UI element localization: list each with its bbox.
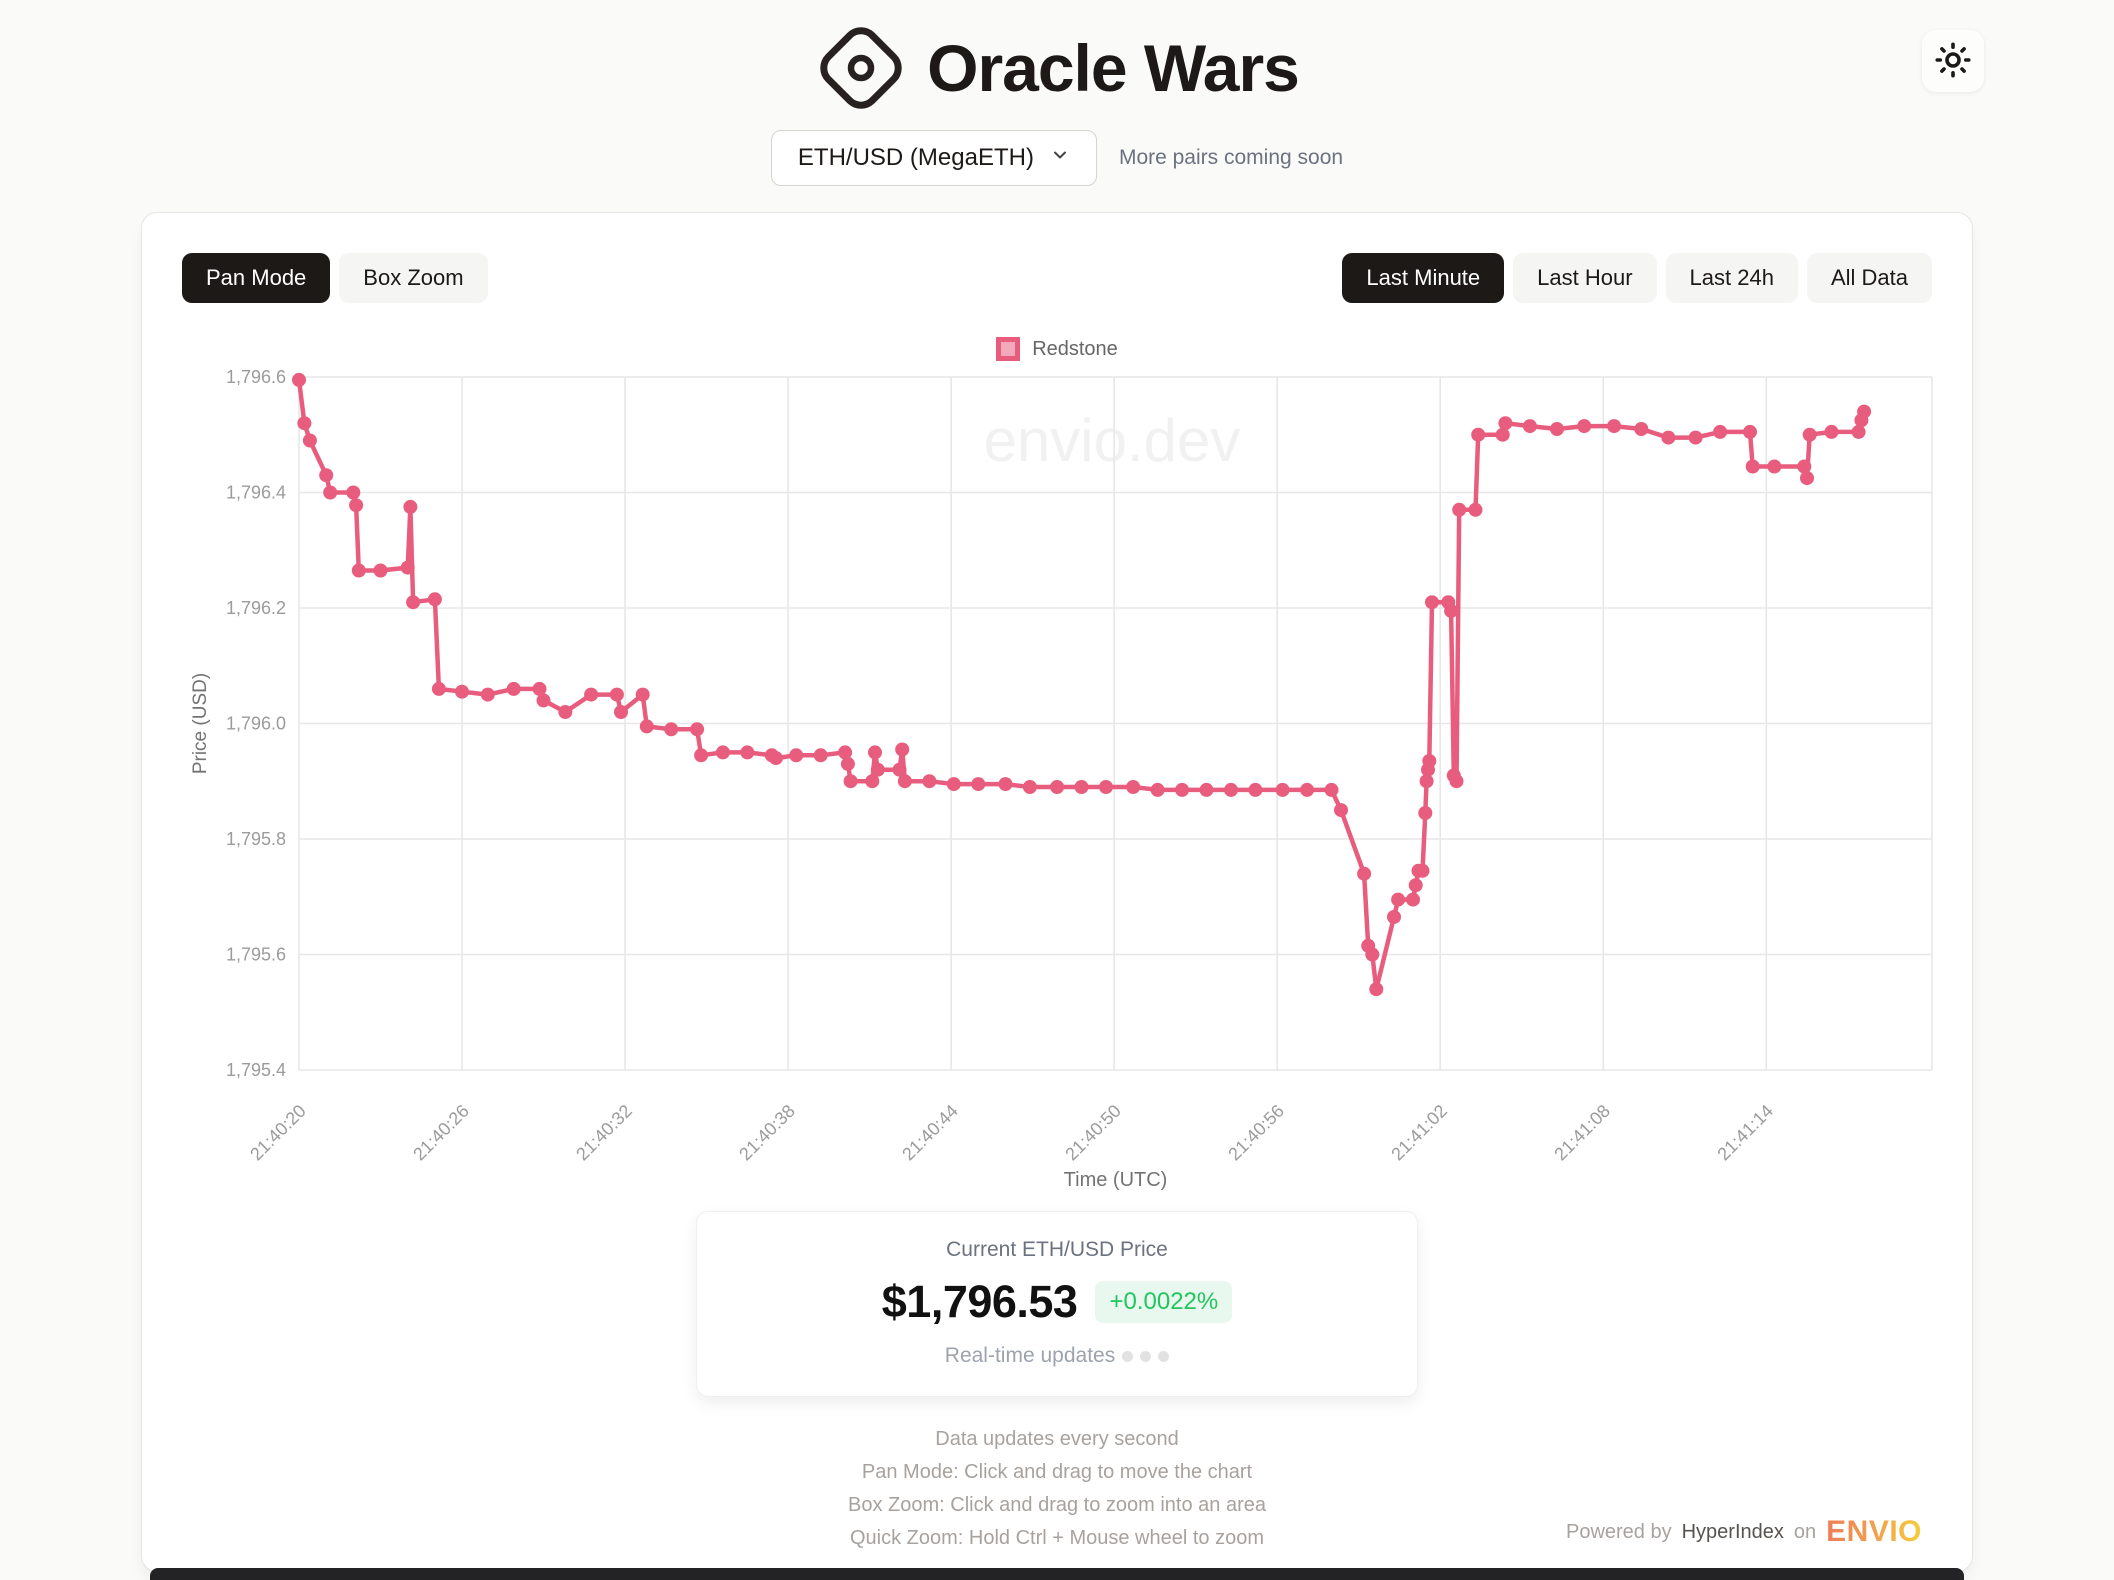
svg-text:1,795.4: 1,795.4 (226, 1060, 286, 1080)
hyperindex-link[interactable]: HyperIndex (1681, 1520, 1784, 1543)
svg-text:Price (USD): Price (USD) (190, 673, 211, 774)
legend-label: Redstone (1032, 337, 1118, 360)
chevron-down-icon (1050, 144, 1070, 172)
pan-mode-button[interactable]: Pan Mode (182, 253, 331, 303)
sun-icon (1935, 41, 1971, 81)
svg-text:21:40:32: 21:40:32 (572, 1101, 636, 1165)
price-change-badge: +0.0022% (1095, 1281, 1233, 1323)
status-dot (1122, 1350, 1134, 1362)
powered-by: Powered by HyperIndex on ENVIO (1566, 1515, 1922, 1549)
chart-toolbar: Pan Mode Box Zoom Last Minute Last Hour … (182, 253, 1932, 303)
svg-text:21:40:44: 21:40:44 (898, 1101, 962, 1165)
hint-quick-zoom: Quick Zoom: Hold Ctrl + Mouse wheel to z… (849, 1527, 1265, 1549)
range-last-24h-button[interactable]: Last 24h (1665, 253, 1798, 303)
theme-toggle-button[interactable] (1922, 30, 1984, 92)
realtime-status: Real-time updates (717, 1344, 1397, 1368)
range-all-data-button[interactable]: All Data (1806, 253, 1932, 303)
box-zoom-button[interactable]: Box Zoom (339, 253, 488, 303)
svg-text:21:40:20: 21:40:20 (246, 1101, 310, 1165)
range-last-hour-button[interactable]: Last Hour (1513, 253, 1657, 303)
bottom-bar (150, 1568, 1964, 1580)
legend-swatch-icon (996, 337, 1021, 361)
svg-text:1,796.0: 1,796.0 (226, 714, 286, 734)
svg-text:Time (UTC): Time (UTC) (1064, 1169, 1168, 1191)
svg-text:21:40:50: 21:40:50 (1061, 1101, 1125, 1165)
svg-text:21:41:08: 21:41:08 (1550, 1101, 1614, 1165)
page-title: Oracle Wars (927, 31, 1300, 105)
hint-box-zoom: Box Zoom: Click and drag to zoom into an… (848, 1494, 1266, 1516)
oracle-wars-logo-icon (815, 22, 907, 114)
pair-note: More pairs coming soon (1118, 146, 1344, 169)
svg-text:1,796.6: 1,796.6 (226, 367, 286, 387)
usage-hints: Data updates every second Pan Mode: Clic… (182, 1423, 1932, 1555)
status-dot (1158, 1350, 1170, 1362)
svg-text:21:40:38: 21:40:38 (735, 1101, 799, 1165)
pair-selector-row: ETH/USD (MegaETH) More pairs coming soon (0, 130, 2114, 186)
svg-text:1,796.4: 1,796.4 (226, 483, 286, 503)
pair-selector-value: ETH/USD (MegaETH) (797, 144, 1034, 171)
svg-text:21:40:26: 21:40:26 (409, 1101, 473, 1165)
price-chart-svg: envio.dev 1,796.6 1,796.4 1,796.2 1,796.0 1,7… (190, 367, 1933, 1191)
price-row: $1,796.53 +0.0022% (717, 1276, 1397, 1328)
range-button-group: Last Minute Last Hour Last 24h All Data (1342, 253, 1932, 303)
mode-button-group: Pan Mode Box Zoom (182, 253, 488, 303)
svg-text:1,795.8: 1,795.8 (226, 829, 286, 849)
hint-pan-mode: Pan Mode: Click and drag to move the cha… (861, 1461, 1253, 1483)
svg-text:1,795.6: 1,795.6 (226, 945, 286, 965)
powered-by-middle: on (1793, 1520, 1817, 1543)
current-price-card: Current ETH/USD Price $1,796.53 +0.0022%… (696, 1211, 1418, 1397)
svg-text:21:40:56: 21:40:56 (1224, 1101, 1288, 1165)
svg-text:1,796.2: 1,796.2 (226, 598, 286, 618)
svg-text:envio.dev: envio.dev (984, 407, 1241, 474)
hint-updates: Data updates every second (935, 1428, 1179, 1450)
svg-text:21:41:14: 21:41:14 (1713, 1101, 1777, 1165)
price-card-title: Current ETH/USD Price (946, 1238, 1168, 1261)
status-dot (1140, 1350, 1152, 1362)
header: Oracle Wars (0, 0, 2114, 114)
pair-selector-dropdown[interactable]: ETH/USD (MegaETH) (770, 130, 1097, 186)
chart-card: Pan Mode Box Zoom Last Minute Last Hour … (141, 212, 1973, 1572)
powered-by-prefix: Powered by (1565, 1520, 1672, 1543)
svg-text:21:41:02: 21:41:02 (1387, 1101, 1451, 1165)
current-price-value: $1,796.53 (881, 1276, 1078, 1327)
realtime-label: Real-time updates (944, 1344, 1116, 1367)
envio-logo[interactable]: ENVIO (1826, 1515, 1922, 1548)
range-last-minute-button[interactable]: Last Minute (1342, 253, 1505, 303)
chart-area[interactable]: envio.dev 1,796.6 1,796.4 1,796.2 1,796.0 1,7… (182, 365, 1933, 1193)
chart-legend-item-redstone[interactable]: Redstone (182, 337, 1932, 361)
